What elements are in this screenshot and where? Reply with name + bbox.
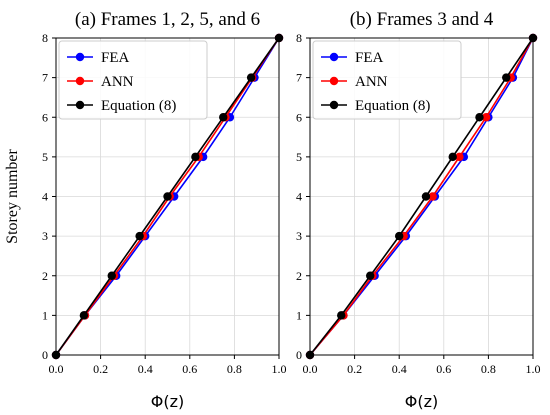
legend: FEA ANN Equation (8): [312, 40, 462, 120]
data-point: [191, 152, 200, 162]
legend-entry: Equation (8): [321, 98, 430, 114]
y-tick-label: 0: [42, 348, 48, 362]
chart-title: (b) Frames 3 and 4: [350, 9, 494, 30]
x-axis-label: Φ(z): [405, 392, 438, 411]
x-tick-label: 0.6: [436, 362, 451, 376]
y-tick-label: 3: [42, 229, 48, 243]
y-tick-label: 4: [296, 190, 302, 204]
data-point: [502, 73, 511, 82]
data-point: [421, 192, 431, 201]
x-tick-label: 0.8: [481, 362, 496, 376]
legend-label: Equation (8): [101, 98, 176, 114]
legend-entry: FEA: [67, 50, 130, 66]
y-tick-label: 7: [296, 71, 302, 85]
y-tick-label: 2: [296, 269, 302, 283]
y-tick-label: 1: [296, 308, 302, 322]
data-point: [481, 113, 491, 122]
data-point: [448, 152, 457, 162]
y-tick-label: 5: [296, 150, 302, 164]
data-point: [395, 231, 404, 241]
data-point: [135, 231, 144, 241]
y-tick-label: 1: [42, 308, 48, 322]
data-point: [79, 311, 89, 320]
y-tick-label: 3: [296, 229, 302, 243]
legend-marker: [75, 100, 85, 110]
x-tick-label: 1.0: [526, 362, 541, 376]
y-tick-label: 8: [296, 31, 302, 45]
data-point: [163, 192, 172, 201]
data-point: [246, 73, 256, 82]
data-point: [475, 113, 484, 122]
legend-entry: ANN: [67, 74, 134, 90]
y-tick-label: 4: [42, 190, 48, 204]
y-tick-label: 6: [296, 110, 302, 124]
legend-marker: [329, 76, 339, 86]
data-point: [107, 271, 116, 280]
series-equation-8: [51, 33, 284, 360]
x-tick-label: 0.0: [303, 362, 318, 376]
x-tick-label: 0.8: [227, 362, 242, 376]
y-tick-label: 5: [42, 150, 48, 164]
x-tick-label: 1.0: [272, 362, 287, 376]
x-tick-label: 0.6: [182, 362, 197, 376]
y-tick-label: 6: [42, 110, 48, 124]
y-axis-label: Storey number: [4, 149, 21, 244]
x-tick-label: 0.2: [93, 362, 108, 376]
legend-label: Equation (8): [355, 98, 430, 114]
legend-marker: [329, 52, 339, 62]
panel-b: 0.0 0.2 0.4 0.6 0.8 1.0 0 1 2 3 4 5 6 7 8 (b) Frames 3 …: [296, 9, 541, 411]
legend-marker: [329, 100, 339, 110]
y-tick-label: 8: [42, 31, 48, 45]
legend-marker: [75, 76, 85, 86]
legend: FEA ANN Equation (8): [58, 40, 208, 120]
x-tick-label: 0.2: [347, 362, 362, 376]
chart-title: (a) Frames 1, 2, 5, and 6: [75, 9, 260, 30]
y-tick-label: 2: [42, 269, 48, 283]
x-tick-label: 0.0: [49, 362, 64, 376]
legend-entry: FEA: [321, 50, 384, 66]
data-point: [219, 113, 228, 122]
legend-marker: [75, 52, 85, 62]
data-point: [455, 152, 464, 162]
data-point: [366, 271, 375, 280]
legend-label: ANN: [355, 74, 388, 90]
panel-a: 0.0 0.2 0.4 0.6 0.8 1.0 0 1 2 3 4 5 6 7 8 (a) Frames 1,…: [4, 9, 287, 411]
y-tick-label: 7: [42, 71, 48, 85]
data-point: [428, 192, 437, 201]
legend-entry: Equation (8): [67, 98, 176, 114]
legend-label: ANN: [101, 74, 134, 90]
legend-box: [58, 40, 208, 120]
data-point: [337, 311, 346, 320]
x-tick-label: 0.4: [392, 362, 407, 376]
y-tick-label: 0: [296, 348, 302, 362]
legend-entry: ANN: [321, 74, 388, 90]
legend-label: FEA: [355, 50, 384, 66]
legend-box: [312, 40, 462, 120]
x-tick-label: 0.4: [138, 362, 153, 376]
x-axis-label: Φ(z): [151, 392, 184, 411]
legend-label: FEA: [101, 50, 130, 66]
